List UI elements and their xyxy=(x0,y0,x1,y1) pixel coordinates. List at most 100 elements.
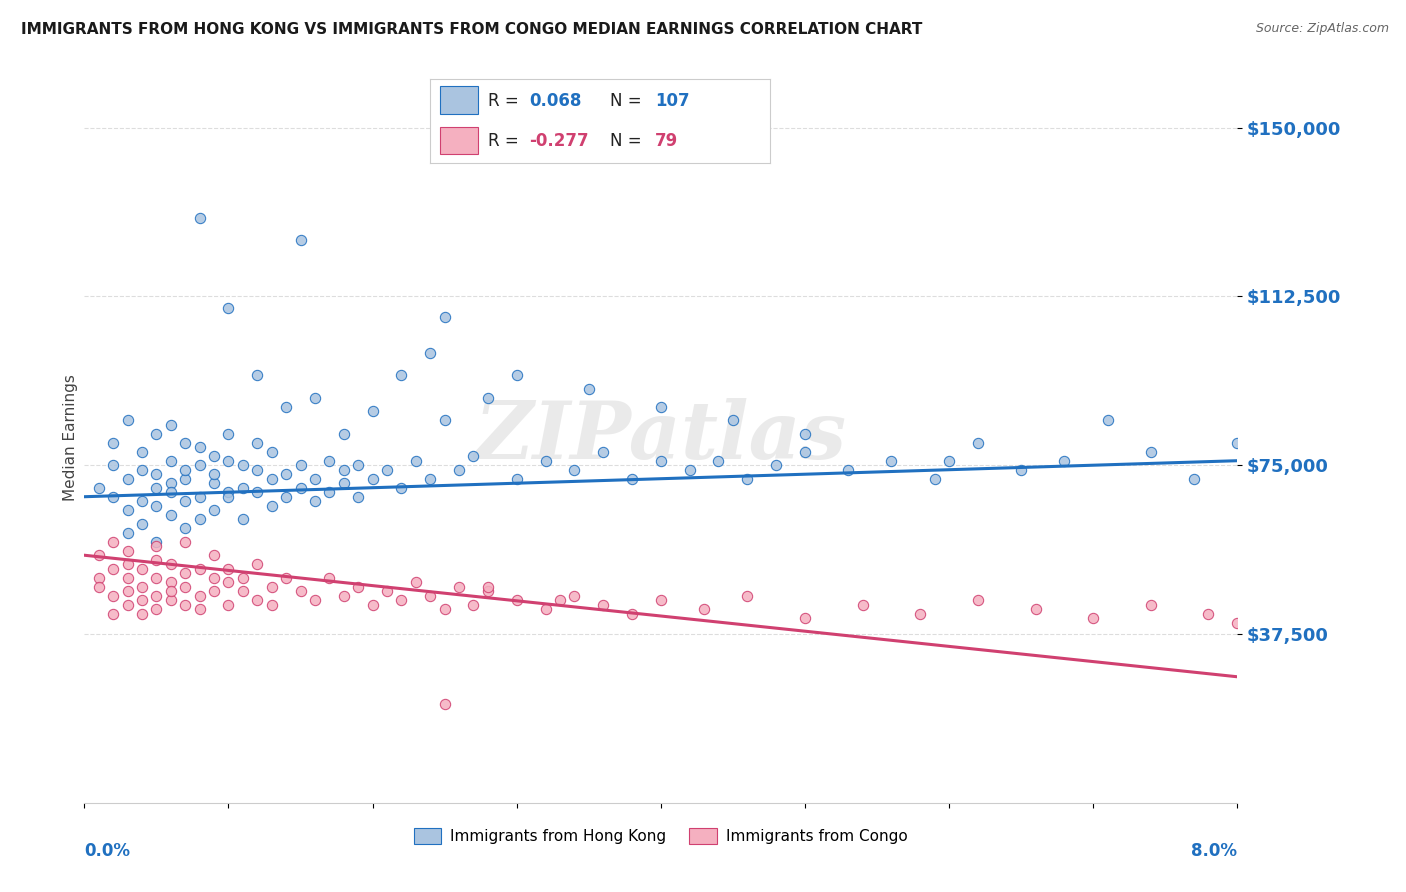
Point xyxy=(1053,453,1076,467)
Point xyxy=(160,593,183,607)
Point xyxy=(721,413,744,427)
Point xyxy=(650,400,672,414)
Point xyxy=(145,534,167,549)
Point xyxy=(361,404,384,418)
Point xyxy=(103,589,124,603)
Point xyxy=(419,345,441,359)
Point xyxy=(174,534,197,549)
Point xyxy=(103,562,124,576)
Point xyxy=(276,490,298,504)
Point xyxy=(1097,413,1119,427)
Point xyxy=(218,562,240,576)
Point xyxy=(967,593,990,607)
Point xyxy=(160,584,183,599)
Point xyxy=(880,453,903,467)
Point xyxy=(650,453,672,467)
Point xyxy=(117,525,139,540)
Point xyxy=(318,485,340,500)
Point xyxy=(290,481,312,495)
Point xyxy=(160,453,183,467)
Point xyxy=(145,426,167,441)
Point xyxy=(145,539,167,553)
Point xyxy=(375,463,398,477)
Point xyxy=(117,543,139,558)
Point xyxy=(218,490,240,504)
Point xyxy=(218,598,240,612)
Point xyxy=(260,472,283,486)
Point xyxy=(794,444,817,458)
Point xyxy=(361,472,384,486)
Point xyxy=(87,548,110,562)
Point xyxy=(477,580,499,594)
Point xyxy=(375,584,398,599)
Point xyxy=(117,413,139,427)
Point xyxy=(347,490,370,504)
Text: IMMIGRANTS FROM HONG KONG VS IMMIGRANTS FROM CONGO MEDIAN EARNINGS CORRELATION C: IMMIGRANTS FROM HONG KONG VS IMMIGRANTS … xyxy=(21,22,922,37)
Point xyxy=(391,481,413,495)
Point xyxy=(160,485,183,500)
Point xyxy=(304,472,326,486)
Point xyxy=(318,453,340,467)
Point xyxy=(1025,602,1047,616)
Point xyxy=(188,458,211,473)
Point xyxy=(103,458,124,473)
Text: 8.0%: 8.0% xyxy=(1191,842,1237,860)
Point xyxy=(117,472,139,486)
Point xyxy=(419,472,441,486)
Point xyxy=(290,458,312,473)
Point xyxy=(1140,444,1163,458)
Point xyxy=(1083,611,1105,625)
Point xyxy=(592,598,614,612)
Point xyxy=(304,494,326,508)
Point xyxy=(246,435,269,450)
Point xyxy=(463,449,485,463)
Point xyxy=(765,458,787,473)
Point xyxy=(1198,607,1220,621)
Point xyxy=(246,593,269,607)
Point xyxy=(117,558,139,572)
Point xyxy=(131,516,153,531)
Point xyxy=(433,602,456,616)
Point xyxy=(290,584,312,599)
Point xyxy=(737,472,759,486)
Point xyxy=(103,607,124,621)
Point xyxy=(117,571,139,585)
Point xyxy=(405,453,427,467)
Point xyxy=(304,593,326,607)
Point xyxy=(87,571,110,585)
Point xyxy=(232,571,254,585)
Point xyxy=(202,584,225,599)
Point xyxy=(103,534,124,549)
Point xyxy=(131,593,153,607)
Point xyxy=(202,571,225,585)
Point xyxy=(592,444,614,458)
Point xyxy=(449,463,471,477)
Point xyxy=(693,602,716,616)
Point xyxy=(103,435,124,450)
Point xyxy=(202,503,225,517)
Point xyxy=(433,413,456,427)
Point xyxy=(160,508,183,522)
Point xyxy=(246,558,269,572)
Legend: Immigrants from Hong Kong, Immigrants from Congo: Immigrants from Hong Kong, Immigrants fr… xyxy=(408,822,914,850)
Point xyxy=(160,558,183,572)
Point xyxy=(333,589,356,603)
Y-axis label: Median Earnings: Median Earnings xyxy=(63,374,77,500)
Point xyxy=(578,382,600,396)
Point xyxy=(318,571,340,585)
Point xyxy=(679,463,702,477)
Point xyxy=(232,584,254,599)
Point xyxy=(304,391,326,405)
Point xyxy=(1226,435,1249,450)
Point xyxy=(174,566,197,581)
Point xyxy=(433,697,456,711)
Point xyxy=(188,589,211,603)
Point xyxy=(534,453,557,467)
Point xyxy=(967,435,990,450)
Point xyxy=(433,310,456,324)
Point xyxy=(131,463,153,477)
Point xyxy=(391,593,413,607)
Point xyxy=(650,593,672,607)
Point xyxy=(837,463,859,477)
Point xyxy=(938,453,960,467)
